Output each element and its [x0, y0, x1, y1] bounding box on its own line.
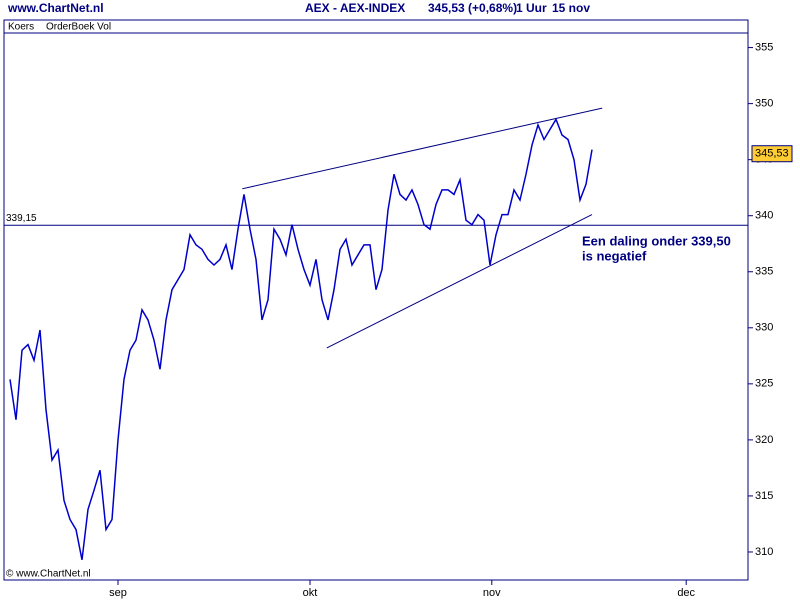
trend-line [242, 107, 603, 190]
y-tick-label: 350 [755, 98, 773, 110]
y-tick-label: 320 [755, 434, 773, 446]
site-name: www.ChartNet.nl [7, 1, 104, 15]
last-price-box [751, 145, 793, 163]
last-price-label: 345,53 [755, 148, 789, 160]
instrument: AEX - AEX-INDEX [305, 1, 405, 15]
quote: 345,53 (+0,68%) [428, 1, 517, 15]
footer: © www.ChartNet.nl [6, 569, 91, 580]
y-tick-label: 325 [755, 378, 773, 390]
annotation: is negatief [582, 248, 647, 263]
price-line [9, 117, 593, 560]
x-tick-label: nov [483, 587, 501, 599]
tab[interactable]: Koers [8, 22, 34, 33]
x-tick-label: dec [677, 587, 695, 599]
trend-line [326, 214, 593, 349]
x-tick-label: okt [303, 587, 318, 599]
y-tick-label: 340 [755, 210, 773, 222]
y-tick-label: 315 [755, 490, 773, 502]
x-tick-label: sep [109, 587, 127, 599]
y-tick-label: 355 [755, 41, 773, 53]
y-tick-label: 330 [755, 322, 773, 334]
tab[interactable]: OrderBoek Vol [46, 22, 111, 33]
interval: 1 Uur [516, 1, 547, 15]
annotation: Een daling onder 339,50 [582, 233, 731, 248]
y-tick-label: 310 [755, 546, 773, 558]
plot-frame [3, 19, 749, 581]
date: 15 nov [552, 1, 590, 15]
y-tick-label: 335 [755, 266, 773, 278]
level-label: 339,15 [6, 213, 37, 224]
